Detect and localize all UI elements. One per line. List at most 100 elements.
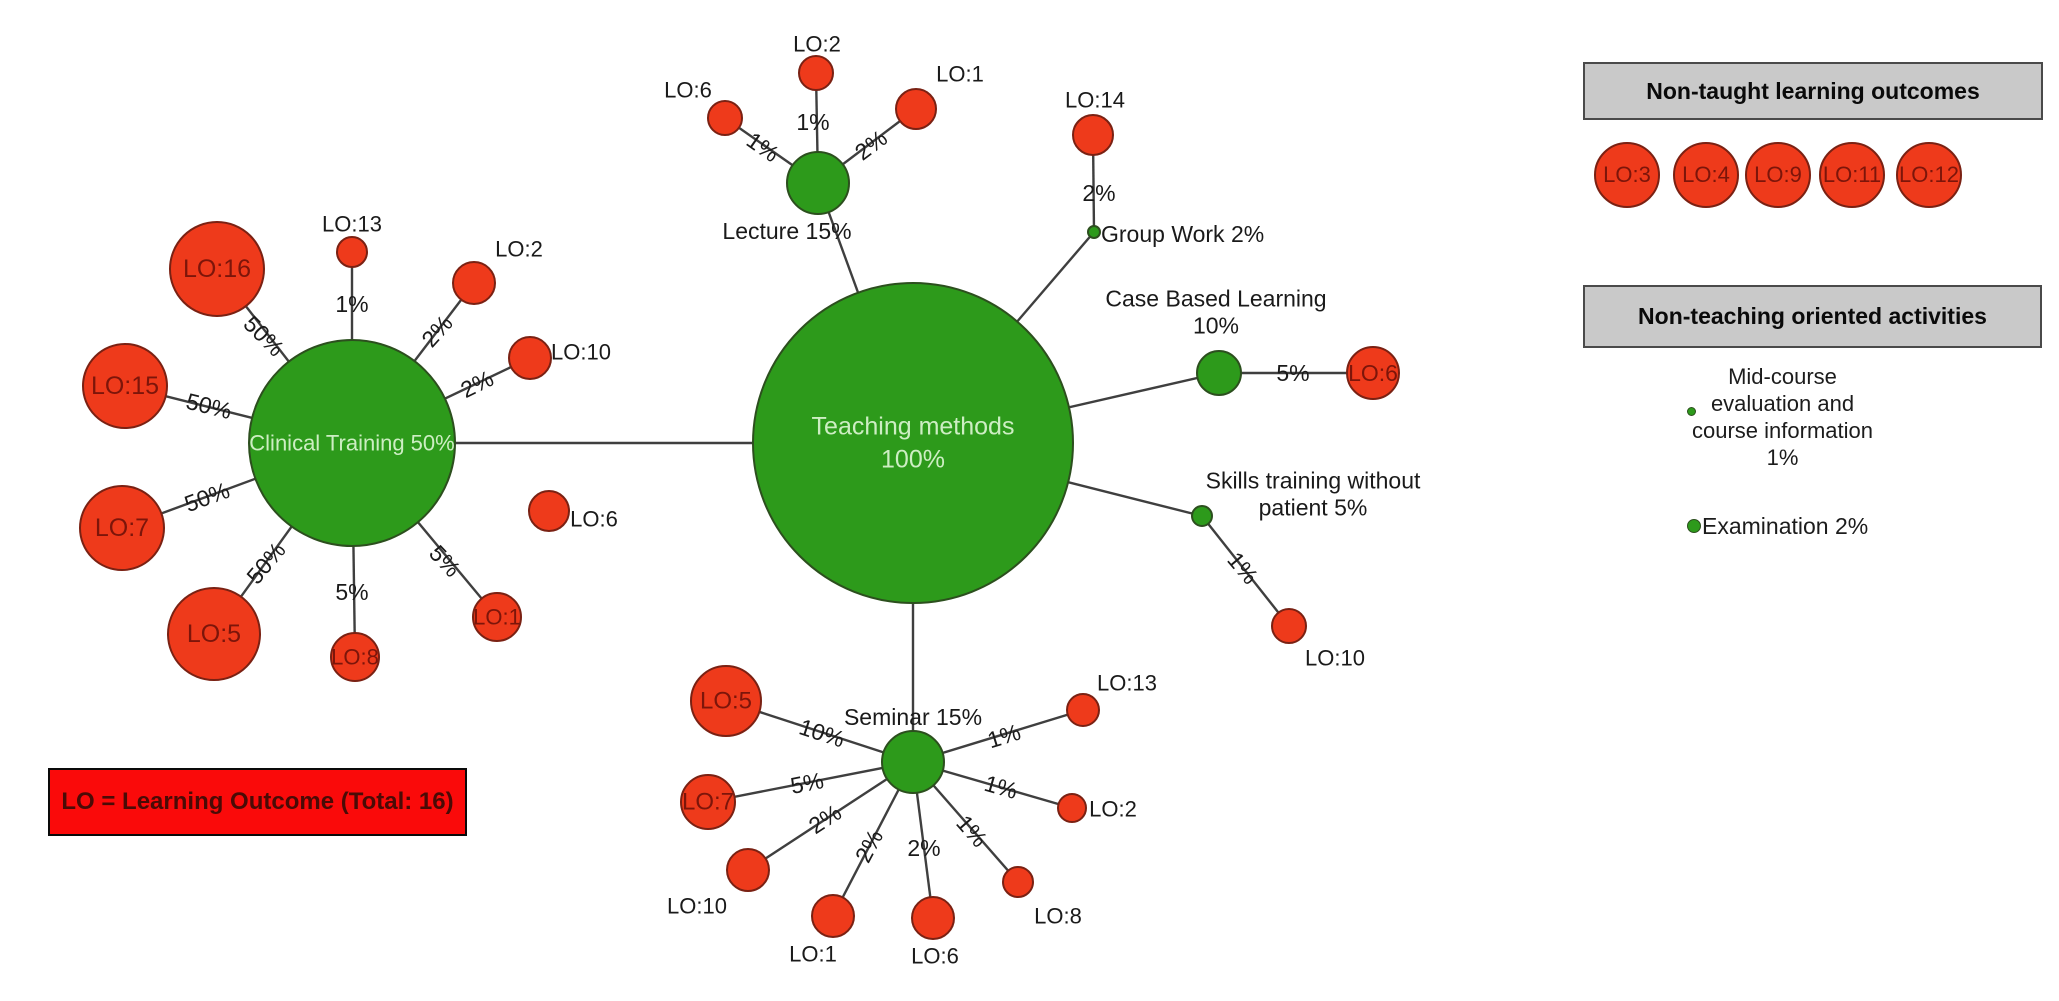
edge-seminar-sem-lo7 — [707, 760, 914, 804]
node-cl-lo6 — [528, 490, 570, 532]
node-cbl — [1196, 350, 1242, 396]
node-cl-lo2 — [452, 261, 496, 305]
node-cl-lo16 — [169, 221, 265, 317]
node-cl-lo5 — [167, 587, 261, 681]
node-clinical — [248, 339, 456, 547]
non-taught-lo-4: LO:4 — [1673, 142, 1739, 208]
edge-label-clinical-cl-lo5: 50% — [241, 537, 291, 589]
node-sem-lo2 — [1057, 793, 1087, 823]
edge-label-seminar-sem-lo1: 2% — [850, 825, 889, 867]
node-sem-lo13 — [1066, 693, 1100, 727]
label-groupwork: Group Work 2% — [1101, 221, 1264, 247]
edge-skills-sk-lo10 — [1201, 515, 1290, 627]
midcourse-node-dot — [1687, 407, 1696, 416]
node-sem-lo8 — [1002, 866, 1034, 898]
label-clinical: Clinical Training 50% — [249, 431, 454, 456]
midcourse-label: Mid-course evaluation and course informa… — [1660, 363, 1905, 471]
label-sk-lo10: LO:10 — [1305, 646, 1365, 671]
label-gw-lo14: LO:14 — [1065, 88, 1125, 113]
edge-label-lecture-lec-lo2: 1% — [796, 109, 829, 135]
non-taught-lo-12: LO:12 — [1896, 142, 1962, 208]
label-teaching: Teaching methods — [812, 413, 1015, 441]
edge-label-seminar-sem-lo10: 2% — [804, 799, 846, 839]
edge-label-clinical-cl-lo7: 50% — [181, 477, 233, 517]
edge-label-seminar-sem-lo7: 5% — [788, 767, 826, 799]
non-teaching-header: Non-teaching oriented activities — [1583, 285, 2042, 348]
edge-label-clinical-cl-lo10: 2% — [456, 365, 497, 403]
midcourse-line: Mid-course — [1728, 364, 1837, 389]
label-lec-lo2: LO:2 — [793, 32, 841, 57]
node-sem-lo7 — [680, 774, 736, 830]
edge-label-clinical-cl-lo1: 5% — [424, 540, 466, 582]
label-sem-lo2: LO:2 — [1089, 797, 1137, 822]
edge-label-seminar-sem-lo6: 2% — [907, 835, 940, 861]
lo-chip-label: LO:4 — [1682, 162, 1730, 187]
lo-chip-label: LO:9 — [1754, 162, 1802, 187]
label-cl-lo1: LO:1 — [473, 605, 521, 630]
node-teaching — [752, 282, 1074, 604]
node-seminar — [881, 730, 945, 794]
label-cbl: 10% — [1193, 313, 1239, 339]
node-skills — [1191, 505, 1213, 527]
node-groupwork — [1087, 225, 1101, 239]
node-cl-lo1 — [472, 592, 522, 642]
node-cl-lo15 — [82, 343, 168, 429]
legend-text: LO = Learning Outcome (Total: 16) — [61, 788, 454, 815]
label-lec-lo6: LO:6 — [664, 78, 712, 103]
edge-label-seminar-sem-lo13: 1% — [984, 719, 1023, 754]
node-gw-lo14 — [1072, 114, 1114, 156]
label-skills: patient 5% — [1259, 495, 1368, 521]
lo-chip-label: LO:11 — [1822, 162, 1882, 187]
lo-chip-label: LO:12 — [1899, 162, 1959, 187]
node-sem-lo1 — [811, 894, 855, 938]
node-sk-lo10 — [1271, 608, 1307, 644]
edge-label-skills-sk-lo10: 1% — [1222, 547, 1263, 589]
edge-label-seminar-sem-lo5: 10% — [796, 714, 848, 753]
node-cl-lo7 — [79, 485, 165, 571]
label-cl-lo2: LO:2 — [495, 237, 543, 262]
label-lec-lo1: LO:1 — [936, 62, 984, 87]
label-teaching: 100% — [881, 446, 945, 474]
label-sem-lo10: LO:10 — [667, 894, 727, 919]
edge-label-clinical-cl-lo2: 2% — [416, 310, 458, 352]
edge-label-seminar-sem-lo2: 1% — [981, 770, 1020, 804]
label-sem-lo1: LO:1 — [789, 942, 837, 967]
label-cl-lo13: LO:13 — [322, 212, 382, 237]
edge-label-clinical-cl-lo13: 1% — [335, 291, 368, 317]
node-cl-lo8 — [330, 632, 380, 682]
edge-label-cbl-cbl-lo6: 5% — [1276, 360, 1309, 386]
node-sem-lo6 — [911, 896, 955, 940]
label-cl-lo10: LO:10 — [551, 340, 611, 365]
label-cl-lo15: LO:15 — [91, 372, 159, 400]
node-cl-lo10 — [508, 336, 552, 380]
label-sem-lo5: LO:5 — [700, 688, 752, 715]
non-teaching-header-label: Non-teaching oriented activities — [1638, 303, 1987, 329]
label-skills: Skills training without — [1206, 468, 1421, 494]
non-taught-header-label: Non-taught learning outcomes — [1646, 77, 1980, 104]
examination-label: Examination 2% — [1702, 513, 1868, 540]
node-sem-lo5 — [690, 665, 762, 737]
label-sem-lo8: LO:8 — [1034, 904, 1082, 929]
label-seminar: Seminar 15% — [844, 704, 982, 730]
midcourse-line: 1% — [1766, 445, 1799, 470]
label-cl-lo5: LO:5 — [187, 620, 241, 648]
legend-box: LO = Learning Outcome (Total: 16) — [48, 768, 467, 836]
edge-label-groupwork-gw-lo14: 2% — [1082, 180, 1115, 206]
label-lecture: Lecture 15% — [722, 218, 851, 244]
edge-seminar-sem-lo10 — [747, 760, 914, 872]
label-cl-lo16: LO:16 — [183, 255, 251, 283]
node-lec-lo6 — [707, 100, 743, 136]
node-sem-lo10 — [726, 848, 770, 892]
edge-label-clinical-cl-lo8: 5% — [335, 579, 368, 605]
label-cl-lo8: LO:8 — [331, 645, 379, 670]
lo-chip-label: LO:3 — [1603, 162, 1651, 187]
examination-text: Examination 2% — [1702, 513, 1869, 539]
node-lec-lo2 — [798, 55, 834, 91]
label-cbl: Case Based Learning — [1105, 286, 1326, 312]
node-cbl-lo6 — [1346, 346, 1400, 400]
edge-label-clinical-cl-lo15: 50% — [184, 388, 235, 424]
node-lec-lo1 — [895, 88, 937, 130]
label-cl-lo6: LO:6 — [570, 507, 618, 532]
